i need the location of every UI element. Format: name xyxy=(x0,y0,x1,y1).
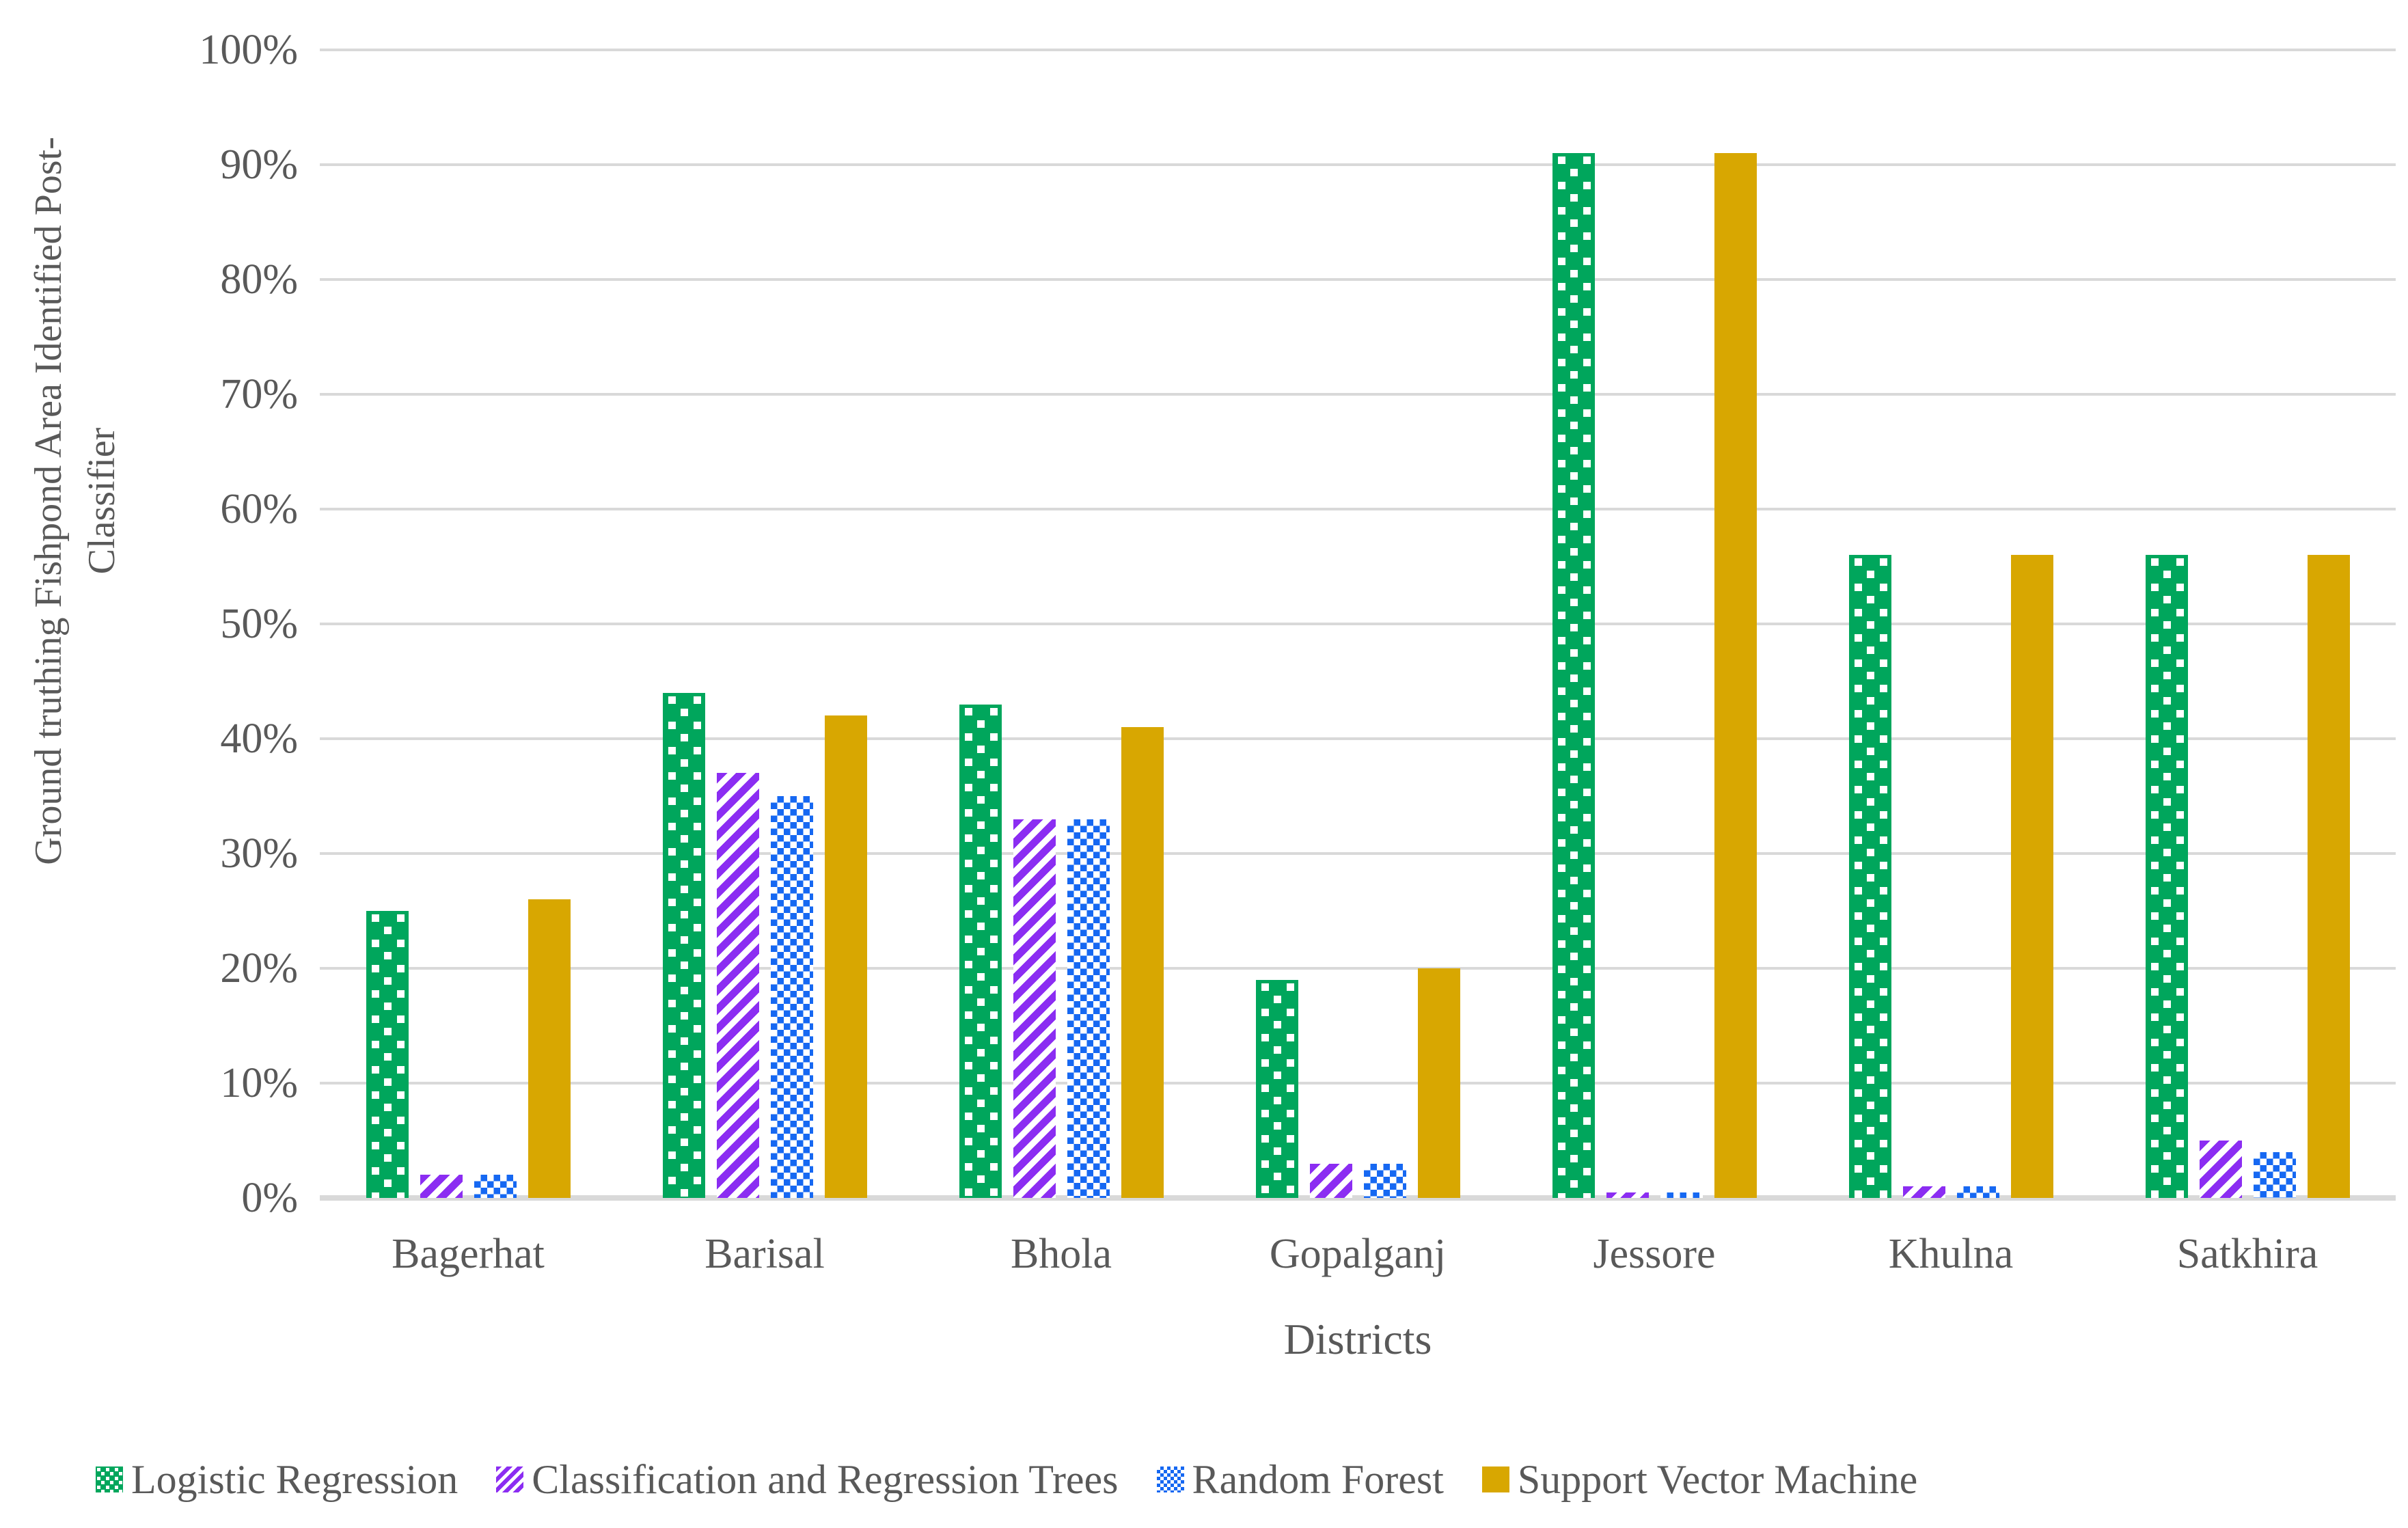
bar-bhola-logistic-regression xyxy=(959,704,1002,1198)
bar-barisal-classification-and-regression-trees xyxy=(716,773,759,1198)
legend-item-random-forest: Random Forest xyxy=(1156,1456,1444,1503)
y-tick-label: 40% xyxy=(220,715,298,762)
gridline xyxy=(320,1082,2396,1084)
bar-gopalganj-support-vector-machine xyxy=(1417,968,1460,1198)
y-tick-label: 60% xyxy=(220,486,298,532)
gridline xyxy=(320,49,2396,51)
y-tick-label: 50% xyxy=(220,601,298,647)
legend: Logistic Regression Classification and Re… xyxy=(96,1456,2371,1503)
bar-gopalganj-random-forest xyxy=(1363,1163,1406,1198)
legend-item-logistic-regression: Logistic Regression xyxy=(96,1456,458,1503)
bar-satkhira-classification-and-regression-trees xyxy=(2199,1141,2242,1198)
legend-label: Classification and Regression Trees xyxy=(532,1457,1119,1502)
gridline xyxy=(320,393,2396,396)
legend-label: Random Forest xyxy=(1192,1457,1444,1502)
legend-swatch-icon xyxy=(496,1466,524,1492)
x-tick-label: Bhola xyxy=(1010,1231,1112,1277)
legend-item-classification-and-regression-trees: Classification and Regression Trees xyxy=(496,1456,1119,1503)
bar-jessore-classification-and-regression-trees xyxy=(1606,1192,1649,1198)
x-tick-label: Khulna xyxy=(1888,1231,2014,1277)
bar-satkhira-random-forest xyxy=(2253,1151,2296,1198)
y-tick-label: 10% xyxy=(220,1060,298,1106)
bar-gopalganj-logistic-regression xyxy=(1255,979,1298,1198)
x-tick-label: Satkhira xyxy=(2176,1231,2318,1277)
bar-bhola-random-forest xyxy=(1067,819,1110,1198)
gridline xyxy=(320,852,2396,855)
y-axis-title-line1: Ground truthing Fishpond Area Identified… xyxy=(27,137,70,865)
bar-bhola-classification-and-regression-trees xyxy=(1013,819,1056,1198)
gridline xyxy=(320,163,2396,166)
bar-bagerhat-logistic-regression xyxy=(366,911,409,1198)
x-tick-label: Bagerhat xyxy=(392,1231,545,1277)
bar-jessore-support-vector-machine xyxy=(1714,153,1757,1198)
bar-jessore-logistic-regression xyxy=(1552,153,1595,1198)
x-tick-label: Gopalganj xyxy=(1269,1231,1447,1277)
legend-swatch-icon xyxy=(1156,1466,1184,1492)
gridline xyxy=(320,623,2396,625)
bar-satkhira-support-vector-machine xyxy=(2307,555,2350,1198)
legend-swatch-icon xyxy=(96,1466,123,1492)
x-tick-label: Barisal xyxy=(704,1231,825,1277)
bar-khulna-logistic-regression xyxy=(1848,555,1891,1198)
bar-satkhira-logistic-regression xyxy=(2145,555,2188,1198)
y-tick-label: 70% xyxy=(220,371,298,418)
plot-area xyxy=(320,49,2396,1201)
bar-khulna-classification-and-regression-trees xyxy=(1902,1186,1945,1198)
bar-barisal-logistic-regression xyxy=(662,692,705,1198)
bar-khulna-support-vector-machine xyxy=(2010,555,2053,1198)
x-axis-line xyxy=(320,1195,2396,1201)
gridline xyxy=(320,508,2396,510)
gridline xyxy=(320,737,2396,740)
y-tick-label: 0% xyxy=(241,1175,298,1221)
legend-label: Logistic Regression xyxy=(131,1457,459,1502)
y-tick-label: 20% xyxy=(220,945,298,992)
bar-jessore-random-forest xyxy=(1660,1192,1703,1198)
bar-barisal-support-vector-machine xyxy=(824,715,867,1198)
bar-bagerhat-classification-and-regression-trees xyxy=(420,1175,463,1198)
bar-gopalganj-classification-and-regression-trees xyxy=(1309,1163,1352,1198)
legend-item-support-vector-machine: Support Vector Machine xyxy=(1481,1456,1918,1503)
x-axis-title: Districts xyxy=(1283,1315,1432,1363)
bar-bagerhat-random-forest xyxy=(474,1175,517,1198)
gridline xyxy=(320,278,2396,281)
y-tick-label: 30% xyxy=(220,830,298,877)
bar-bhola-support-vector-machine xyxy=(1121,727,1164,1198)
legend-swatch-icon xyxy=(1481,1466,1509,1492)
gridline xyxy=(320,967,2396,970)
y-tick-label: 100% xyxy=(199,27,298,73)
y-tick-label: 80% xyxy=(220,256,298,303)
legend-label: Support Vector Machine xyxy=(1517,1457,1918,1502)
bar-bagerhat-support-vector-machine xyxy=(528,899,571,1198)
y-tick-label: 90% xyxy=(220,141,298,188)
bar-barisal-random-forest xyxy=(770,796,813,1198)
x-tick-label: Jessore xyxy=(1593,1231,1716,1277)
bar-khulna-random-forest xyxy=(1956,1186,1999,1198)
